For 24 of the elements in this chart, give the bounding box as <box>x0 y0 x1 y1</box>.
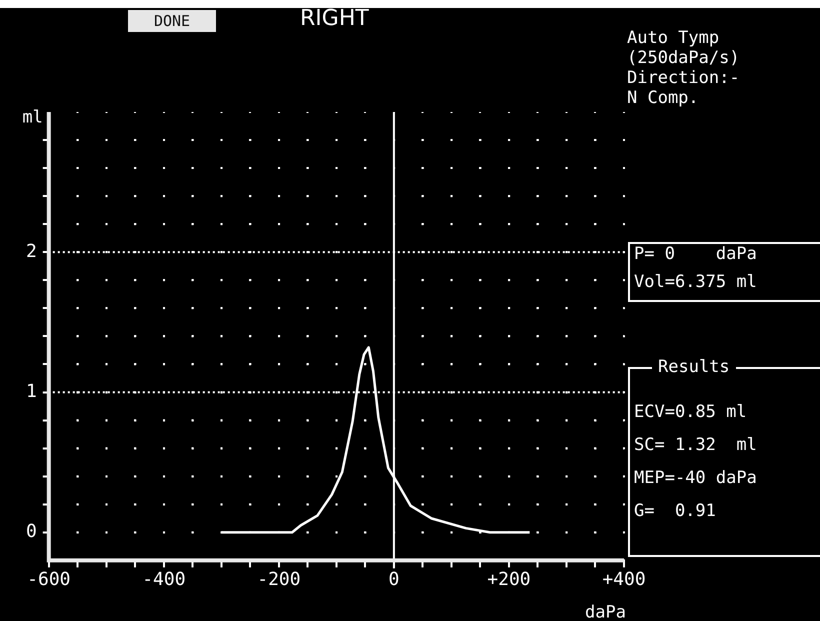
text: P= 0 daPa <box>634 244 757 264</box>
x-tick-label: +400 <box>602 568 646 590</box>
chart-title: RIGHT <box>300 6 369 31</box>
text: ECV=0.85 ml <box>634 402 747 422</box>
y-tick-label: 0 <box>26 521 37 542</box>
text: N Comp. <box>627 88 699 108</box>
text: Vol=6.375 ml <box>634 272 757 292</box>
text: Direction:- <box>627 68 740 88</box>
text: Results <box>652 357 736 377</box>
y-tick-label: 2 <box>26 240 37 262</box>
x-tick-label: -600 <box>27 568 71 590</box>
x-tick-label: -200 <box>257 568 301 590</box>
text: SC= 1.32 ml <box>634 435 757 455</box>
x-tick-label: 0 <box>388 568 400 590</box>
text: Auto Tymp <box>627 28 720 48</box>
text: DONE <box>128 10 216 32</box>
x-axis-title: daPa <box>585 602 626 621</box>
y-axis-title: ml <box>22 107 43 128</box>
y-tick-label: 1 <box>26 380 37 402</box>
x-tick-label: -400 <box>142 568 186 590</box>
x-tick-label: +200 <box>487 568 531 590</box>
text: (250daPa/s) <box>627 48 740 68</box>
text: G= 0.91 <box>634 501 716 521</box>
text: MEP=-40 daPa <box>634 468 757 488</box>
